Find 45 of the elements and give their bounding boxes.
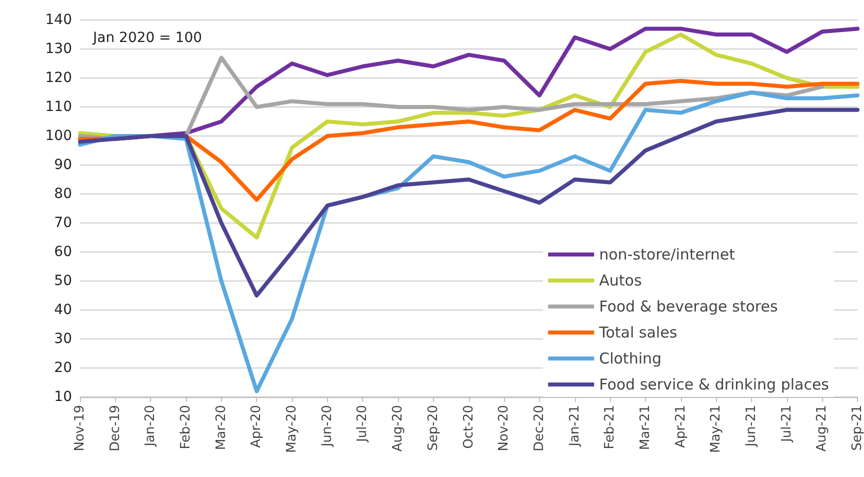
y-tick-label: 70 — [54, 215, 72, 231]
y-tick-label: 20 — [54, 360, 72, 376]
y-tick-label: 100 — [45, 128, 72, 144]
x-tick-label: May-20 — [284, 405, 300, 453]
x-tick-label: Jul-21 — [779, 405, 794, 443]
x-tick-label: Dec-20 — [532, 405, 547, 452]
y-tick-label: 140 — [45, 12, 72, 28]
legend-label: non-store/internet — [599, 246, 736, 264]
y-tick-label: 60 — [54, 244, 72, 260]
x-tick-label: Mar-20 — [214, 405, 229, 450]
y-tick-label: 80 — [54, 186, 72, 202]
y-tick-label: 10 — [54, 389, 72, 405]
x-tick-label: Dec-19 — [108, 405, 123, 452]
x-tick-label: Nov-20 — [496, 405, 512, 452]
y-tick-label: 90 — [54, 157, 72, 173]
y-tick-label: 50 — [54, 273, 72, 289]
x-tick-label: Sep-20 — [426, 405, 441, 451]
x-tick-label: Jul-20 — [355, 405, 370, 443]
y-tick-label: 110 — [45, 99, 72, 115]
y-tick-label: 120 — [45, 70, 72, 86]
line-series — [78, 108, 860, 298]
legend-label: Food service & drinking places — [599, 376, 830, 394]
x-tick-label: Oct-20 — [461, 405, 476, 449]
legend-label: Food & beverage stores — [599, 298, 778, 316]
x-tick-label: Aug-21 — [814, 405, 830, 452]
x-tick-label: Jun-20 — [320, 405, 335, 448]
y-tick-label: 130 — [45, 41, 72, 57]
legend-label: Autos — [599, 272, 642, 290]
x-tick-label: Jan-20 — [143, 405, 158, 448]
annotation: Jan 2020 = 100 — [92, 30, 202, 46]
x-tick-label: Aug-20 — [390, 405, 406, 452]
x-tick-label: Feb-21 — [602, 405, 618, 450]
x-tick-label: Feb-20 — [178, 405, 194, 450]
y-tick-label: 30 — [54, 331, 72, 347]
legend-label: Total sales — [598, 324, 678, 342]
x-tick-label: Jan-21 — [567, 405, 582, 448]
x-tick-label: Sep-21 — [850, 405, 864, 451]
x-tick-label: Apr-21 — [673, 405, 688, 448]
y-tick-label: 40 — [54, 302, 72, 318]
x-tick-label: May-21 — [708, 405, 724, 453]
x-tick-label: Jun-21 — [744, 405, 759, 448]
x-tick-label: Apr-20 — [249, 405, 264, 448]
x-tick-label: Nov-19 — [72, 405, 88, 452]
legend-label: Clothing — [599, 350, 662, 368]
x-tick-label: Mar-21 — [638, 405, 653, 450]
